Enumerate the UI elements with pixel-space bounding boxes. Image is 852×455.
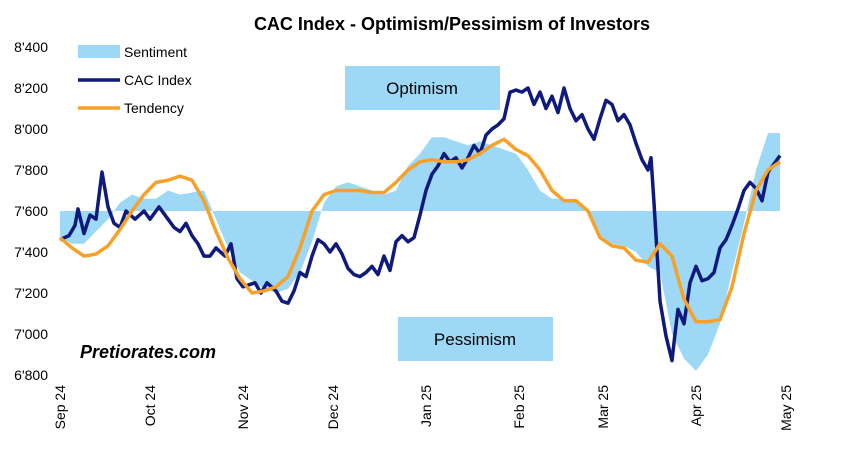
annotation-box (398, 317, 553, 361)
legend-swatch (78, 45, 120, 58)
x-tick-label: Nov 24 (235, 385, 251, 430)
x-tick-label: Feb 25 (511, 385, 527, 429)
x-tick-label: Jan 25 (418, 385, 434, 427)
x-tick-label: Dec 24 (325, 385, 341, 430)
x-tick-label: Mar 25 (595, 385, 611, 429)
y-tick-label: 7'400 (14, 244, 48, 260)
annotation-box (345, 66, 500, 110)
legend-label: Tendency (124, 100, 184, 116)
y-tick-label: 7'800 (14, 162, 48, 178)
y-tick-label: 8'200 (14, 80, 48, 96)
y-tick-label: 7'000 (14, 326, 48, 342)
annotation: Optimism (386, 79, 458, 98)
sentiment-area (60, 133, 780, 371)
legend-label: CAC Index (124, 72, 192, 88)
watermark: Pretiorates.com (80, 342, 216, 362)
chart-title: CAC Index - Optimism/Pessimism of Invest… (254, 14, 650, 34)
legend-label: Sentiment (124, 44, 187, 60)
series-line (59, 86, 782, 363)
x-tick-label: Apr 25 (688, 385, 704, 426)
y-tick-label: 7'200 (14, 285, 48, 301)
y-tick-label: 8'400 (14, 39, 48, 55)
y-tick-label: 6'800 (14, 367, 48, 383)
y-tick-label: 7'600 (14, 203, 48, 219)
series-line (58, 137, 781, 324)
y-tick-label: 8'000 (14, 121, 48, 137)
x-tick-label: Oct 24 (142, 385, 158, 426)
x-tick-label: Sep 24 (52, 385, 68, 430)
x-tick-label: May 25 (778, 385, 794, 431)
plot-area (58, 86, 782, 371)
annotation: Pessimism (434, 330, 516, 349)
